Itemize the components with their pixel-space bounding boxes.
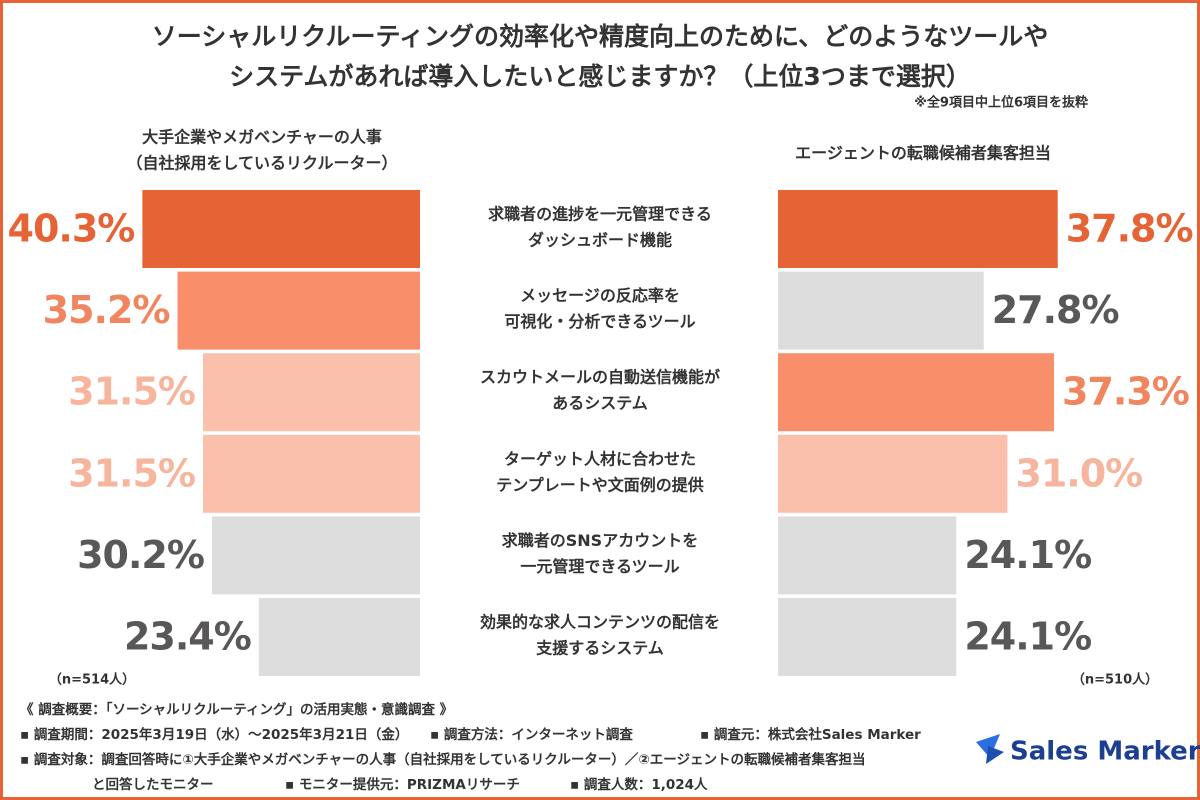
series-name: 大手企業やメガベンチャーの人事 [142, 128, 382, 147]
category-label: メッセージの反応率を [520, 286, 680, 305]
value-label: 37.3% [1062, 370, 1189, 414]
footer-text: と回答したモニター [92, 776, 214, 793]
bar [778, 190, 1058, 268]
bar [258, 598, 420, 676]
series-name: エージェントの転職候補者集客担当 [795, 144, 1051, 163]
footer-text: ▪ 調査人数：1,024人 [570, 776, 708, 793]
footer-text: 《 調査概要：「ソーシャルリクルーティング」の活用実態・意識調査 》 [20, 701, 453, 718]
value-label: 24.1% [964, 615, 1091, 659]
category-label: 求職者の進捗を一元管理できる [488, 205, 712, 224]
bar [778, 598, 957, 676]
logo-icon [976, 734, 1004, 764]
category-label: 可視化・分析できるツール [504, 312, 695, 331]
value-label: 37.8% [1066, 207, 1193, 251]
category-label: ダッシュボード機能 [528, 231, 672, 250]
note: ※全9項目中上位6項目を抜粋 [914, 95, 1088, 111]
value-label: 31.5% [68, 370, 195, 414]
series-name: （自社採用をしているリクルーター） [126, 154, 397, 173]
footer-text: ▪ 調査対象：調査回答時に①大手企業やメガベンチャーの人事（自社採用をしているリ… [20, 751, 866, 768]
footer-text: ▪ 調査期間：2025年3月19日（水）～2025年3月21日（金） [20, 726, 408, 743]
bar [142, 190, 420, 268]
bar [203, 434, 420, 513]
bar [778, 516, 957, 595]
logo-text: Sales Marker [1010, 737, 1200, 767]
bar [177, 271, 420, 350]
bar [778, 353, 1055, 432]
value-label: 31.5% [68, 451, 195, 495]
chart-title: システムがあれば導入したいと感じますか？（上位3つまで選択） [229, 62, 971, 91]
sample-size: （n=514人） [49, 672, 135, 688]
category-label: スカウトメールの自動送信機能が [480, 368, 720, 387]
value-label: 35.2% [43, 288, 170, 332]
category-label: ターゲット人材に合わせた [504, 449, 696, 468]
category-label: 一元管理できるツール [520, 557, 679, 576]
category-label: あるシステム [552, 394, 648, 413]
value-label: 40.3% [8, 207, 135, 251]
bar [211, 516, 420, 595]
value-label: 27.8% [992, 288, 1119, 332]
value-label: 30.2% [77, 533, 204, 577]
sample-size: （n=510人） [1072, 672, 1158, 688]
bar [203, 353, 420, 432]
category-label: 効果的な求人コンテンツの配信を [480, 613, 720, 632]
value-label: 31.0% [1015, 451, 1142, 495]
value-label: 23.4% [124, 615, 251, 659]
bar [778, 271, 984, 350]
footer-text: ▪ 調査方法：インターネット調査 [430, 726, 633, 743]
chart-title: ソーシャルリクルーティングの効率化や精度向上のために、どのようなツールや [152, 22, 1049, 51]
category-label: 求職者のSNSアカウントを [502, 531, 698, 550]
value-label: 24.1% [964, 533, 1091, 577]
category-label: 支援するシステム [535, 639, 664, 658]
bar [778, 434, 1008, 513]
category-label: テンプレートや文面例の提供 [496, 475, 704, 494]
footer-text: ▪ 調査元：株式会社Sales Marker [700, 726, 921, 743]
footer-text: ▪ モニター提供元：PRIZMAリサーチ [285, 776, 520, 793]
